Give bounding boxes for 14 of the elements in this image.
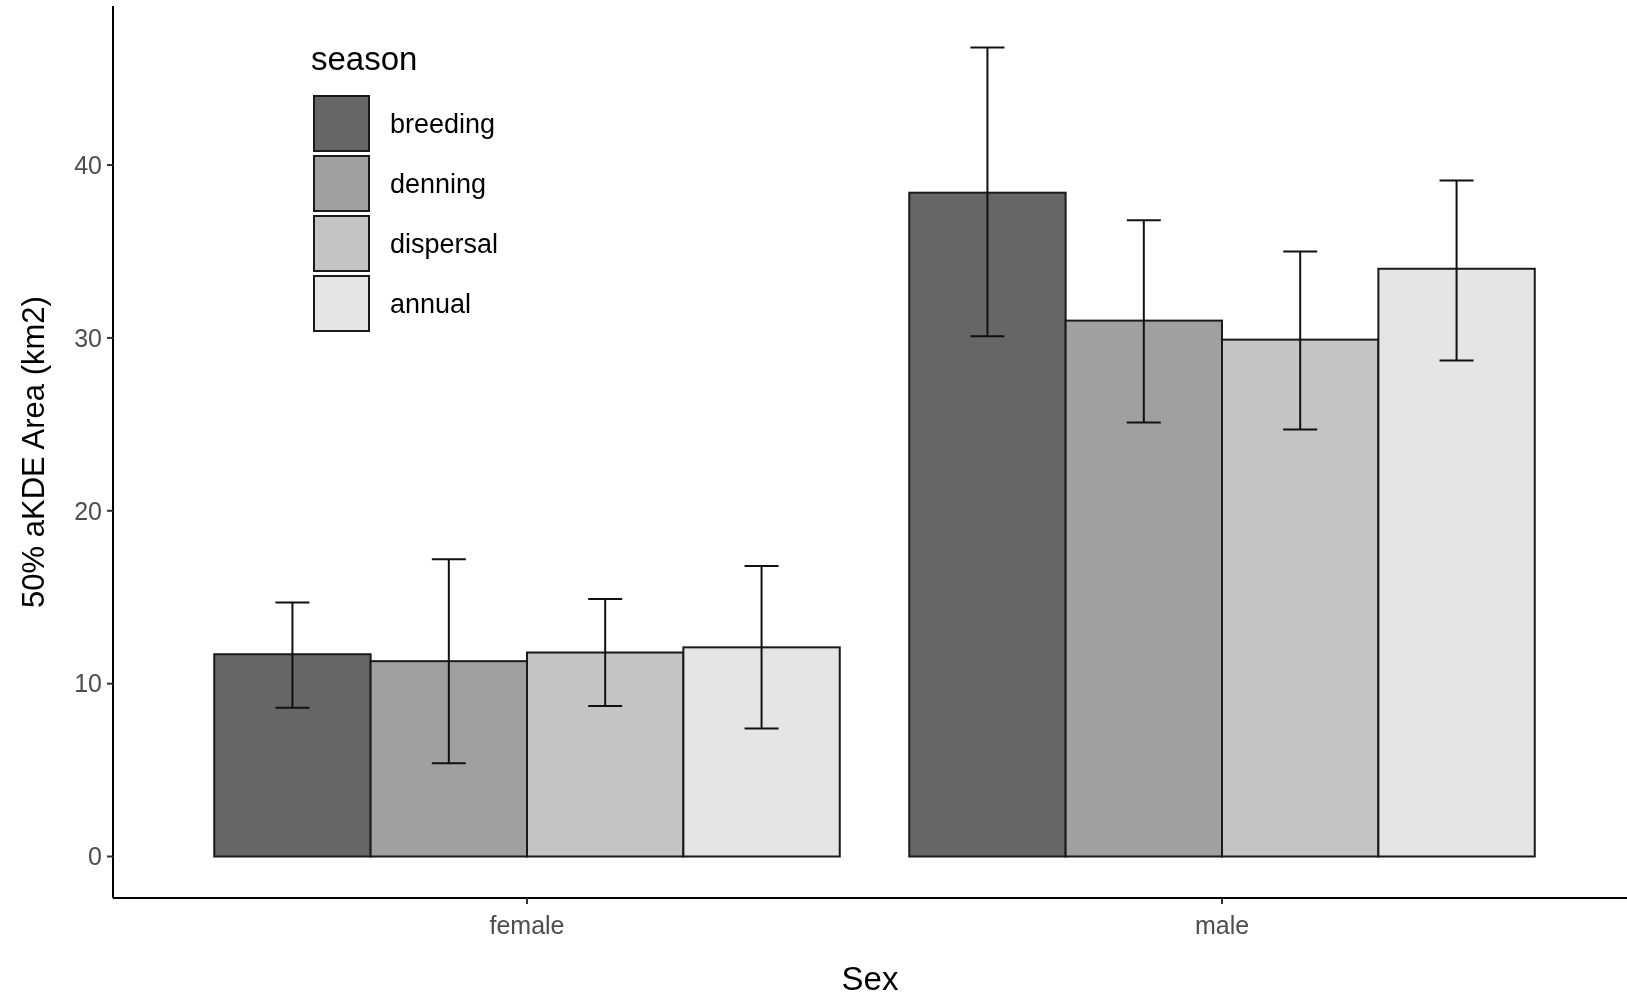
legend-title: season	[311, 40, 418, 77]
legend-label: breeding	[390, 109, 496, 140]
legend-label: dispersal	[390, 229, 499, 260]
y-tick-label: 0	[88, 842, 102, 871]
y-tick-label: 30	[74, 323, 102, 352]
legend-label: annual	[390, 289, 472, 320]
x-tick-label: male	[1194, 911, 1250, 939]
legend-label: denning	[390, 169, 487, 200]
x-axis-title: Sex	[841, 960, 899, 997]
y-tick-label: 10	[74, 669, 102, 698]
y-tick-label: 20	[74, 496, 102, 525]
y-tick-label: 40	[74, 150, 102, 179]
y-axis-title: 50% aKDE Area (km2)	[16, 296, 51, 608]
x-tick-label: female	[489, 911, 565, 939]
